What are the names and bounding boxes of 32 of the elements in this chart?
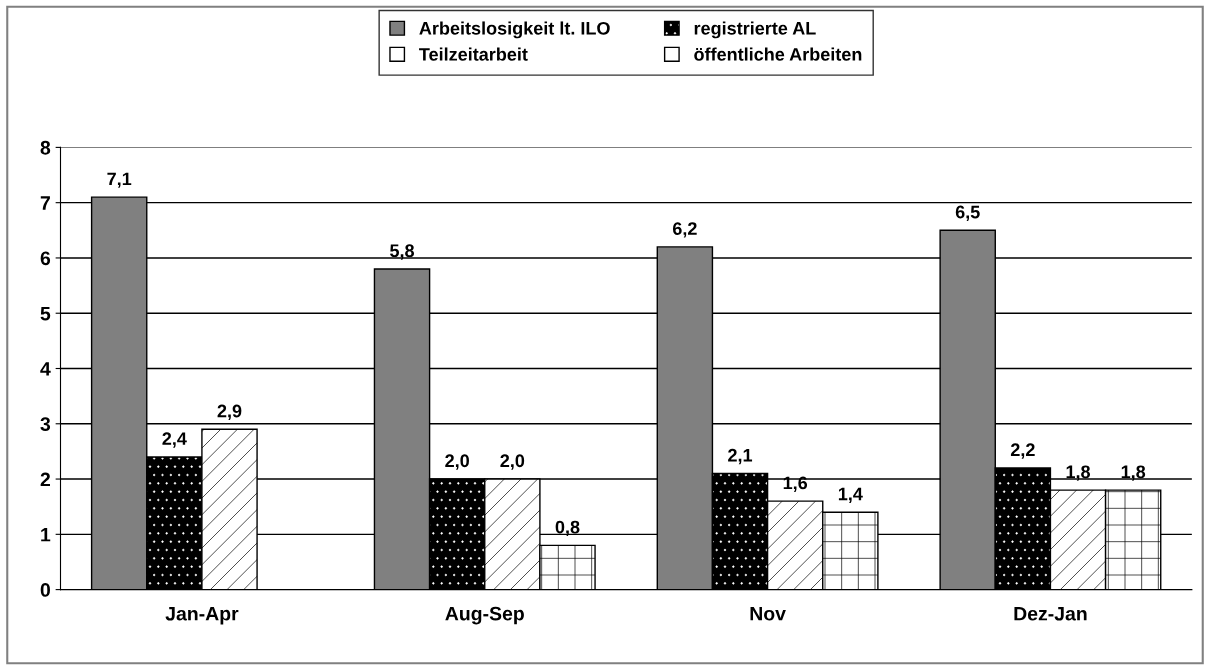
- data-label: 2,4: [162, 432, 187, 448]
- legend-label: Arbeitslosigkeit lt. ILO: [419, 21, 610, 39]
- data-label: 1,4: [838, 487, 863, 503]
- data-label: 1,8: [1121, 465, 1146, 481]
- y-tick-label: 5: [40, 306, 51, 321]
- y-tick-label: 1: [41, 527, 51, 542]
- y-tick-label: 2: [40, 472, 50, 487]
- data-label: 1,6: [783, 476, 808, 492]
- x-tick-label: Jan-Apr: [165, 606, 239, 625]
- x-tick-label: Aug-Sep: [445, 606, 524, 625]
- data-label: 2,1: [728, 448, 753, 465]
- y-tick-label: 7: [40, 196, 50, 210]
- data-label: 2,9: [217, 404, 242, 421]
- data-label: 2,0: [445, 454, 469, 470]
- data-label: 7,1: [107, 172, 132, 188]
- data-label: 1,8: [1066, 465, 1091, 481]
- y-tick-label: 8: [40, 140, 51, 155]
- data-label: 0,8: [555, 520, 580, 537]
- data-label: 2,2: [1010, 443, 1035, 459]
- y-tick-label: 6: [40, 251, 51, 266]
- data-label: 6,2: [672, 222, 697, 238]
- y-tick-label: 3: [40, 417, 51, 432]
- x-tick-label: Dez-Jan: [1014, 606, 1087, 621]
- data-label: 2,0: [500, 454, 525, 470]
- y-tick-label: 4: [40, 362, 51, 376]
- x-tick-label: Nov: [750, 606, 786, 621]
- legend-label: Teilzeitarbeit: [419, 47, 528, 61]
- data-label: 6,5: [955, 205, 980, 222]
- y-tick-label: 0: [40, 583, 50, 597]
- legend-label: registrierte AL: [694, 21, 816, 39]
- data-label: 5,8: [390, 244, 415, 260]
- legend-label: öffentliche Arbeiten: [694, 47, 862, 61]
